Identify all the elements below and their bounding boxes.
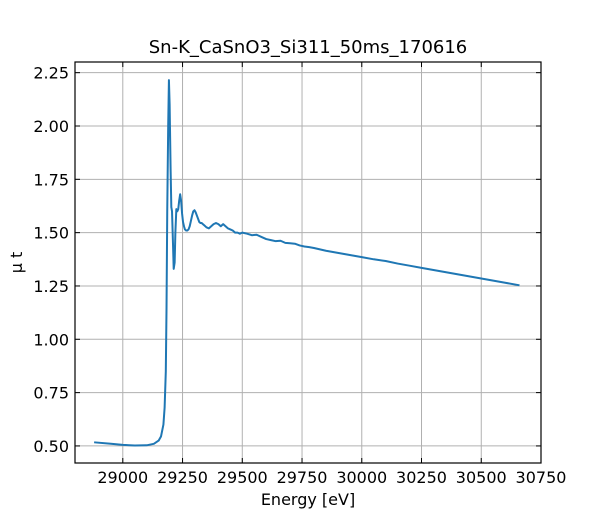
y-tick-label: 0.75 [33,384,69,403]
ticks: 29000 29250 29500 29750 30000 30250 30500 30750… [33,62,566,487]
y-tick-label: 1.75 [33,170,69,189]
x-axis-label: Energy [eV] [261,490,355,509]
x-tick-label: 30250 [396,468,447,487]
x-tick-label: 29250 [157,468,208,487]
x-tick-label: 30000 [336,468,387,487]
x-tick-label: 29000 [97,468,148,487]
series-layer [94,79,520,447]
x-tick-label: 29750 [277,468,328,487]
y-tick-label: 0.50 [33,437,69,456]
grid [75,62,542,463]
y-tick-label: 2.00 [33,117,69,136]
y-tick-label: 2.25 [33,64,69,83]
y-tick-label: 1.50 [33,224,69,243]
y-tick-label: 1.00 [33,330,69,349]
y-tick-label: 1.25 [33,277,69,296]
chart-title: Sn-K_CaSnO3_Si311_50ms_170616 [149,37,468,58]
x-tick-label: 29500 [217,468,268,487]
plot-frame [74,61,542,464]
series-line-0 [94,79,520,447]
x-tick-label: 30750 [516,468,567,487]
y-axis-label: μ t [7,252,26,274]
x-tick-label: 30500 [456,468,507,487]
